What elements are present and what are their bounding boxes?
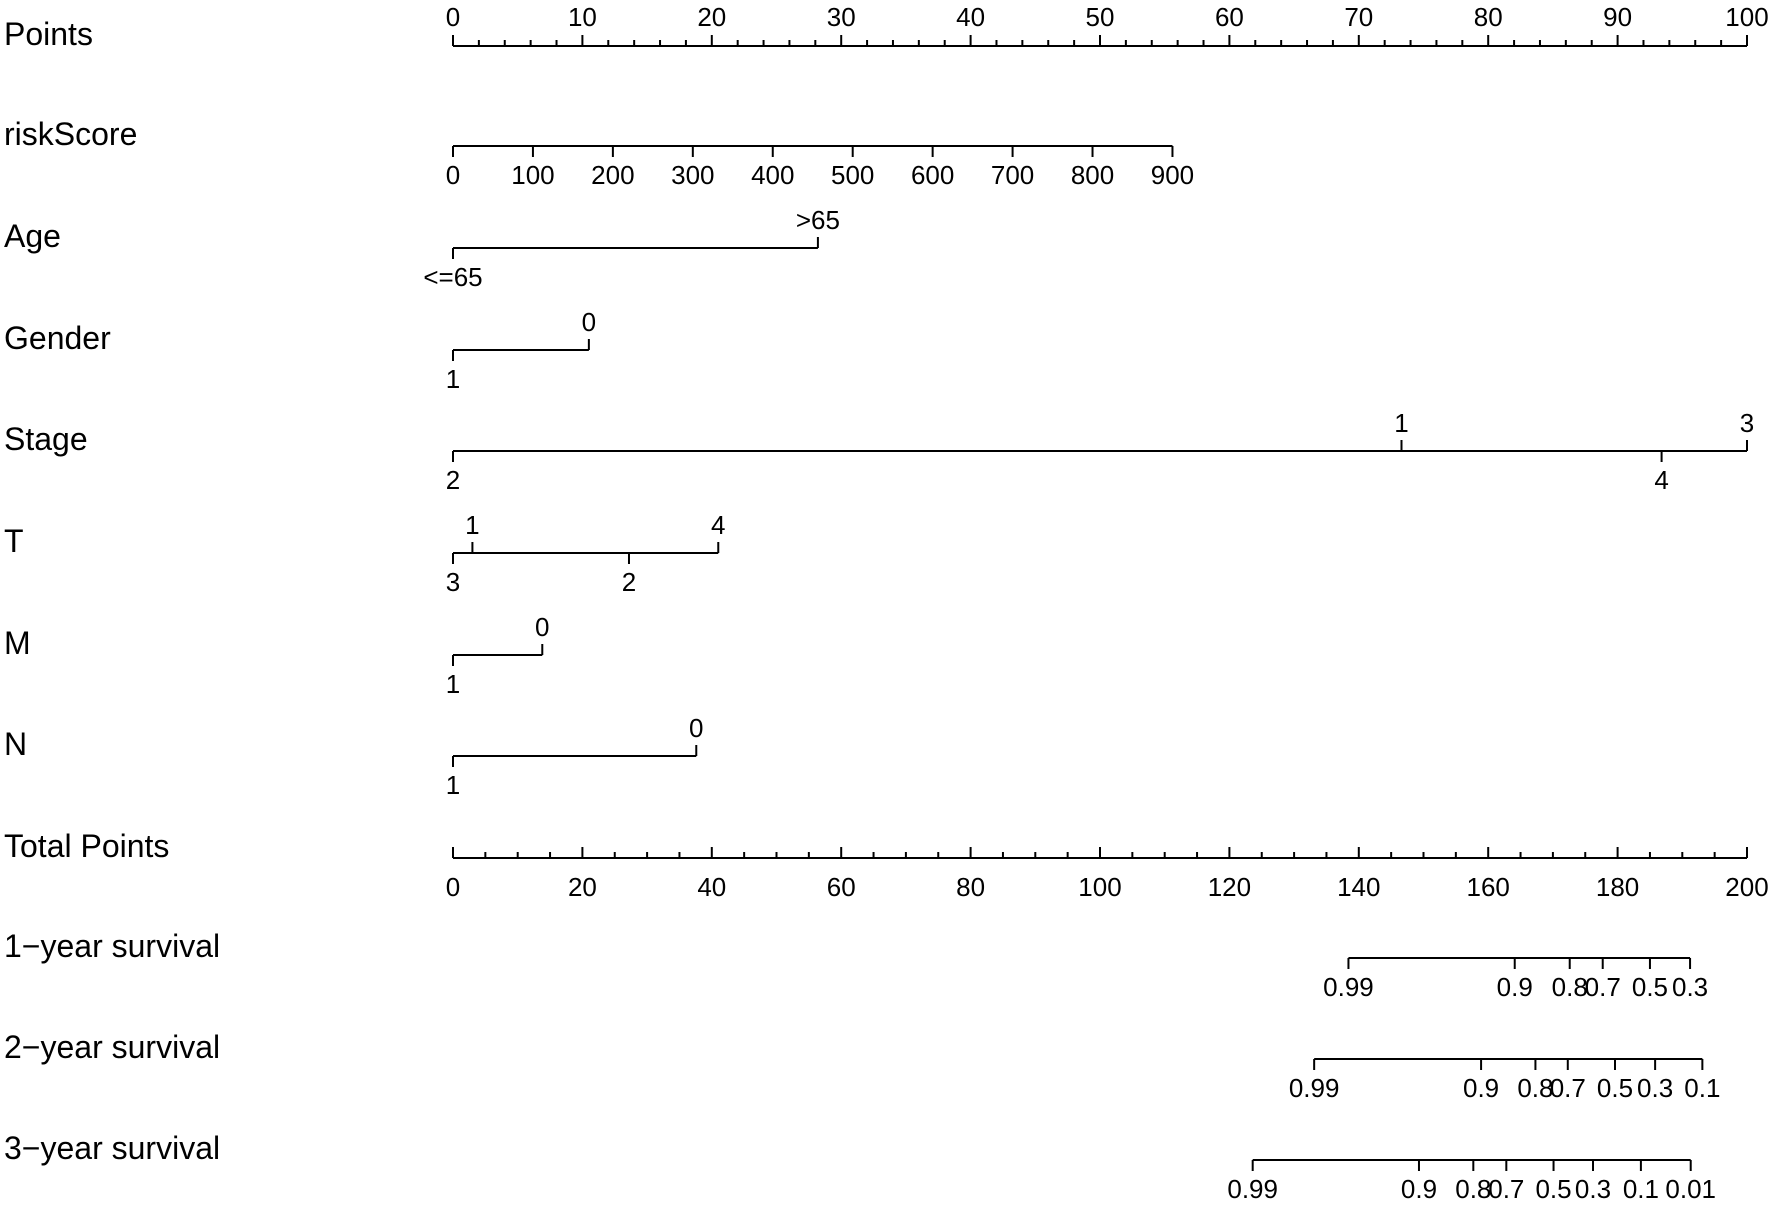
riskscore-tick-label: 400 (751, 160, 794, 190)
t-level-label: 4 (711, 510, 725, 540)
points-tick-label: 60 (1215, 2, 1244, 32)
survival-2yr-tick-label: 0.3 (1637, 1073, 1673, 1103)
survival-3yr-tick-label: 0.99 (1227, 1174, 1278, 1204)
survival-2yr-tick-label: 0.5 (1597, 1073, 1633, 1103)
riskscore-tick-label: 700 (991, 160, 1034, 190)
total-points-tick-label: 200 (1725, 872, 1768, 902)
points-tick-label: 50 (1086, 2, 1115, 32)
stage-level-label: 2 (446, 465, 460, 495)
total-points-axis-label: Total Points (4, 828, 169, 864)
gender-level-label: 0 (582, 307, 596, 337)
total-points-tick-label: 0 (446, 872, 460, 902)
riskscore-tick-label: 500 (831, 160, 874, 190)
points-tick-label: 100 (1725, 2, 1768, 32)
age-level-label: >65 (796, 205, 840, 235)
survival-3yr-tick-label: 0.01 (1665, 1174, 1716, 1204)
riskscore-axis-label: riskScore (4, 116, 137, 152)
survival-2yr-axis-label: 2−year survival (4, 1029, 220, 1065)
points-tick-label: 40 (956, 2, 985, 32)
age-axis-label: Age (4, 218, 61, 254)
total-points-tick-label: 40 (697, 872, 726, 902)
total-points-tick-label: 120 (1208, 872, 1251, 902)
riskscore-tick-label: 0 (446, 160, 460, 190)
riskscore-tick-label: 200 (591, 160, 634, 190)
survival-2yr-tick-label: 0.99 (1289, 1073, 1340, 1103)
stage-level-label: 3 (1740, 408, 1754, 438)
survival-1yr-axis-label: 1−year survival (4, 928, 220, 964)
m-level-label: 0 (535, 612, 549, 642)
total-points-tick-label: 20 (568, 872, 597, 902)
total-points-tick-label: 80 (956, 872, 985, 902)
t-level-label: 1 (465, 510, 479, 540)
riskscore-tick-label: 800 (1071, 160, 1114, 190)
survival-1yr-tick-label: 0.3 (1672, 972, 1708, 1002)
points-tick-label: 20 (697, 2, 726, 32)
m-level-label: 1 (446, 669, 460, 699)
riskscore-tick-label: 900 (1151, 160, 1194, 190)
survival-1yr-tick-label: 0.5 (1632, 972, 1668, 1002)
survival-1yr-tick-label: 0.9 (1497, 972, 1533, 1002)
total-points-tick-label: 100 (1078, 872, 1121, 902)
points-tick-label: 80 (1474, 2, 1503, 32)
survival-3yr-tick-label: 0.9 (1401, 1174, 1437, 1204)
t-axis-label: T (4, 523, 24, 559)
total-points-tick-label: 160 (1467, 872, 1510, 902)
survival-3yr-tick-label: 0.5 (1535, 1174, 1571, 1204)
survival-2yr-tick-label: 0.8 (1517, 1073, 1553, 1103)
riskscore-tick-label: 100 (511, 160, 554, 190)
survival-3yr-axis-label: 3−year survival (4, 1130, 220, 1166)
points-tick-label: 10 (568, 2, 597, 32)
survival-1yr-tick-label: 0.8 (1552, 972, 1588, 1002)
survival-2yr-tick-label: 0.9 (1463, 1073, 1499, 1103)
riskscore-tick-label: 600 (911, 160, 954, 190)
total-points-tick-label: 140 (1337, 872, 1380, 902)
survival-1yr-tick-label: 0.99 (1323, 972, 1374, 1002)
stage-level-label: 4 (1654, 465, 1668, 495)
survival-3yr-tick-label: 0.1 (1623, 1174, 1659, 1204)
stage-level-label: 1 (1394, 408, 1408, 438)
n-level-label: 0 (689, 713, 703, 743)
n-level-label: 1 (446, 770, 460, 800)
total-points-tick-label: 60 (827, 872, 856, 902)
survival-3yr-tick-label: 0.3 (1575, 1174, 1611, 1204)
points-axis-label: Points (4, 16, 93, 52)
gender-axis-label: Gender (4, 320, 111, 356)
points-tick-label: 90 (1603, 2, 1632, 32)
total-points-tick-label: 180 (1596, 872, 1639, 902)
m-axis-label: M (4, 625, 31, 661)
survival-2yr-tick-label: 0.1 (1684, 1073, 1720, 1103)
survival-3yr-tick-label: 0.8 (1455, 1174, 1491, 1204)
gender-level-label: 1 (446, 364, 460, 394)
t-level-label: 2 (622, 567, 636, 597)
stage-axis-label: Stage (4, 421, 88, 457)
points-tick-label: 0 (446, 2, 460, 32)
points-tick-label: 70 (1344, 2, 1373, 32)
survival-3yr-tick-label: 0.7 (1488, 1174, 1524, 1204)
n-axis-label: N (4, 726, 27, 762)
age-level-label: <=65 (423, 262, 482, 292)
survival-1yr-tick-label: 0.7 (1585, 972, 1621, 1002)
riskscore-tick-label: 300 (671, 160, 714, 190)
t-level-label: 3 (446, 567, 460, 597)
points-tick-label: 30 (827, 2, 856, 32)
survival-2yr-tick-label: 0.7 (1550, 1073, 1586, 1103)
